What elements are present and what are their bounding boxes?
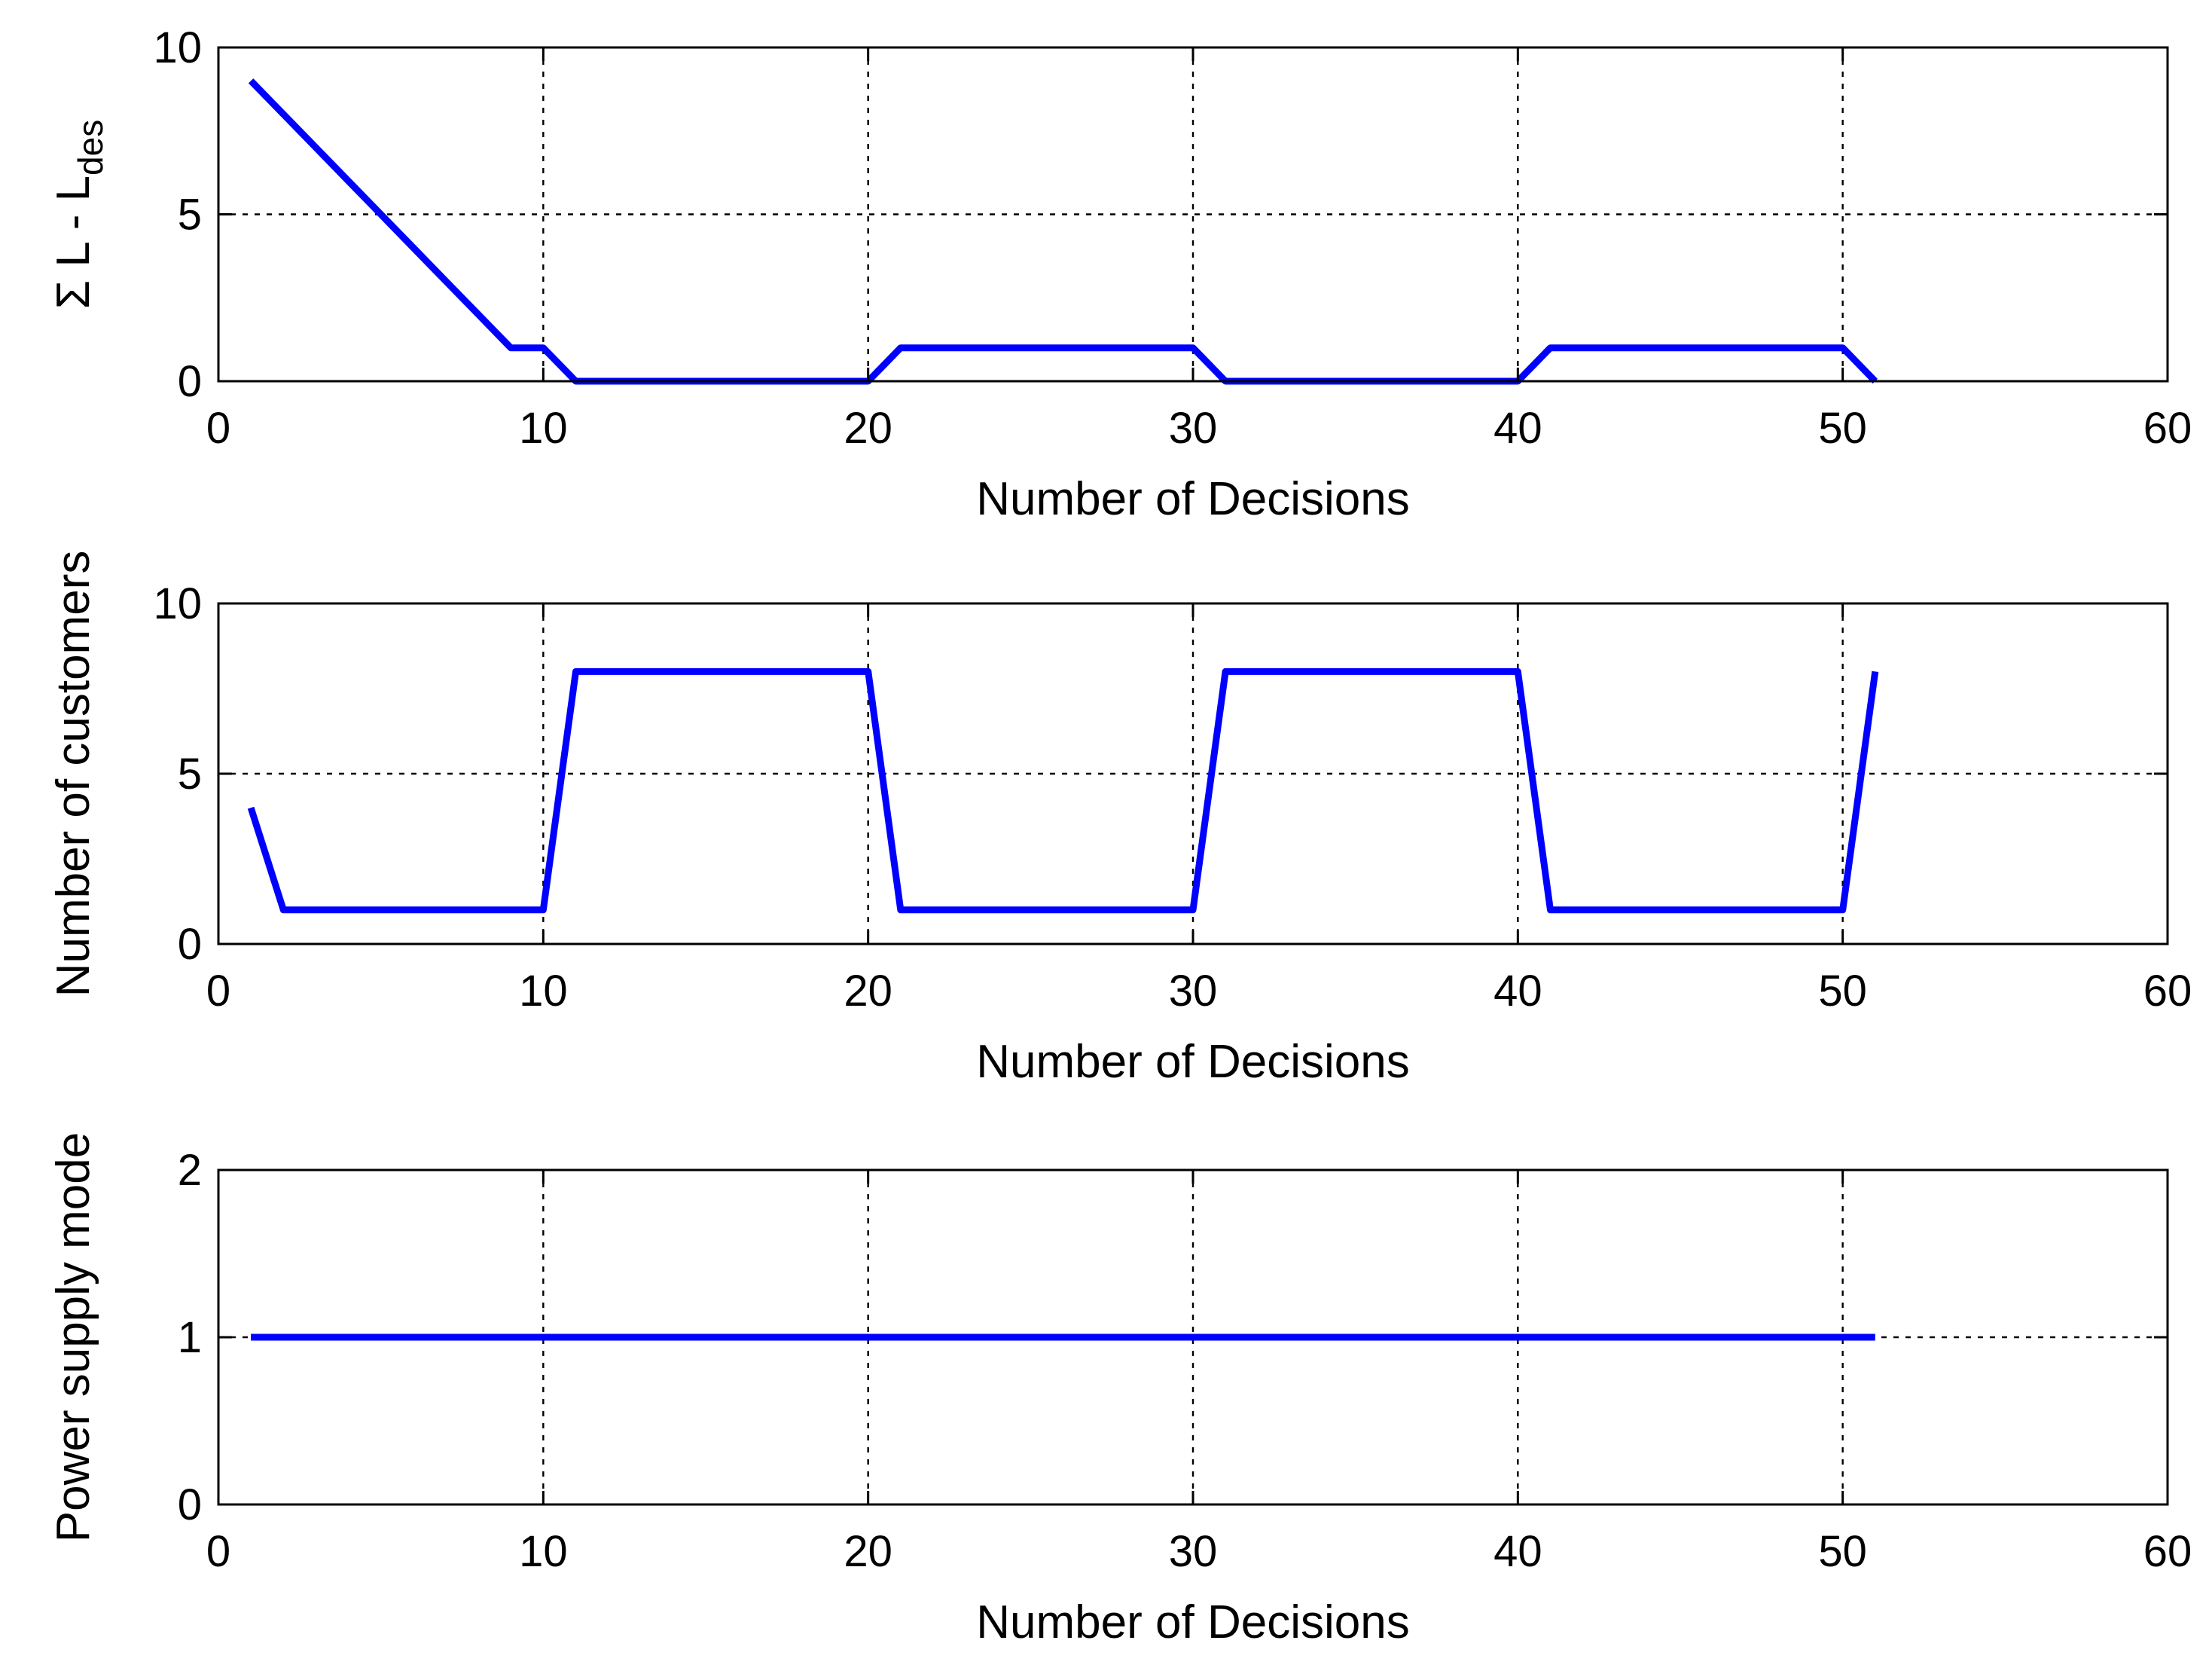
y-axis-label: Number of customers: [47, 551, 99, 997]
x-tick-label: 60: [2143, 1527, 2192, 1576]
y-axis-label: Power supply mode: [47, 1132, 99, 1543]
x-tick-label: 10: [519, 967, 568, 1016]
x-tick-label: 0: [206, 967, 230, 1016]
x-tick-label: 10: [519, 1527, 568, 1576]
y-tick-label: 5: [178, 191, 202, 240]
y-tick-label: 0: [178, 1480, 202, 1529]
x-tick-label: 30: [1169, 404, 1218, 453]
x-tick-label: 60: [2143, 967, 2192, 1016]
y-tick-label: 5: [178, 750, 202, 799]
y-axis-label-subscript: des: [71, 120, 110, 176]
x-tick-label: 60: [2143, 404, 2192, 453]
x-tick-label: 50: [1818, 967, 1867, 1016]
chart-panel-1: 0 10 20 30 40 50 60 0 5 10 Number of Decisions Σ L …: [47, 23, 2192, 525]
y-tick-label: 10: [153, 579, 202, 628]
y-tick-label: 0: [178, 920, 202, 969]
y-axis-label-main: Σ L - L: [47, 176, 99, 309]
chart-panel-3: 0 10 20 30 40 50 60 0 1 2 Number of Decisions Power…: [47, 1132, 2192, 1648]
y-axis-label-main: Power supply mode: [47, 1132, 99, 1543]
x-axis-label: Number of Decisions: [976, 1036, 1409, 1088]
x-tick-label: 30: [1169, 967, 1218, 1016]
x-tick-label: 30: [1169, 1527, 1218, 1576]
x-tick-label: 40: [1493, 404, 1542, 453]
x-tick-label: 40: [1493, 967, 1542, 1016]
y-axis-label-main: Number of customers: [47, 551, 99, 997]
x-tick-label: 40: [1493, 1527, 1542, 1576]
series-line: [247, 667, 1879, 914]
y-tick-label: 10: [153, 23, 202, 72]
x-axis-label: Number of Decisions: [976, 473, 1409, 525]
x-tick-label: 50: [1818, 404, 1867, 453]
x-tick-label: 20: [844, 967, 892, 1016]
y-tick-label: 0: [178, 357, 202, 406]
x-tick-label: 50: [1818, 1527, 1867, 1576]
x-tick-label: 10: [519, 404, 568, 453]
x-tick-label: 20: [844, 1527, 892, 1576]
x-tick-label: 0: [206, 404, 230, 453]
x-tick-label: 0: [206, 1527, 230, 1576]
series-line: [248, 78, 1878, 385]
x-axis-label: Number of Decisions: [976, 1596, 1409, 1648]
y-tick-label: 2: [178, 1146, 202, 1195]
x-tick-label: 20: [844, 404, 892, 453]
chart-panel-2: 0 10 20 30 40 50 60 0 5 10 Number of Decisions Numb…: [47, 551, 2192, 1088]
y-tick-label: 1: [178, 1313, 202, 1362]
y-axis-label: Σ L - Ldes: [47, 120, 110, 309]
